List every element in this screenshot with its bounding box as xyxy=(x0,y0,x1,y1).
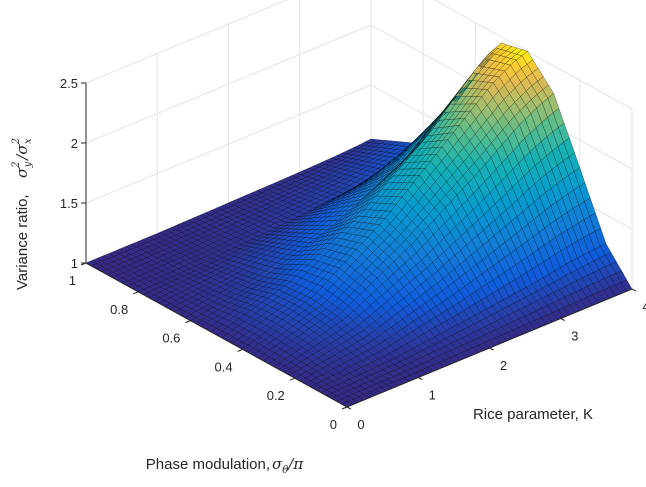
x-axis-label: Rice parameter, K xyxy=(473,406,593,423)
y-axis-label-math: σθ/π xyxy=(272,455,304,476)
y-tick-label: 0.2 xyxy=(267,388,285,403)
surface-mesh xyxy=(85,42,633,408)
z-tick-label: 2 xyxy=(71,136,78,151)
x-tick-label: 4 xyxy=(642,299,646,314)
y-tick-mark xyxy=(237,348,243,352)
z-tick-label: 1 xyxy=(71,256,78,271)
x-tick-mark xyxy=(418,377,423,380)
y-tick-label: 0.8 xyxy=(110,302,128,317)
z-axis-num-sup: 2 xyxy=(11,161,22,168)
grid-line xyxy=(433,0,633,110)
grid-line xyxy=(85,0,288,84)
z-tick-label: 1.5 xyxy=(60,196,78,211)
z-axis-den-symbol: σ xyxy=(13,144,31,155)
z-axis-den-sub: x xyxy=(23,138,34,144)
y-tick-mark xyxy=(289,377,295,381)
x-tick-mark xyxy=(489,347,494,351)
x-tick-mark xyxy=(346,406,352,410)
axes: 0 1 2 3 4 0 0.2 0.4 0.6 0.8 1 1 1.5 2 2.5 xyxy=(60,76,646,432)
y-tick-mark xyxy=(185,320,191,324)
x-tick-label: 0 xyxy=(357,417,364,432)
y-axis-symbol: σ xyxy=(272,455,283,473)
z-axis-den-sup: 2 xyxy=(11,138,22,145)
y-axis-subscript: θ xyxy=(282,465,288,476)
y-tick-mark xyxy=(133,291,139,295)
x-tick-label: 3 xyxy=(571,329,578,344)
y-tick-label: 0.6 xyxy=(162,331,180,346)
y-axis-line xyxy=(85,262,348,408)
grid-line xyxy=(85,24,372,144)
z-axis-label-math: σ2y/σ2x xyxy=(11,138,34,178)
y-tick-mark xyxy=(341,406,348,410)
z-tick-label: 2.5 xyxy=(60,76,78,91)
z-axis-num-symbol: σ xyxy=(13,167,31,178)
y-axis-suffix: /π xyxy=(286,455,304,473)
z-axis-num-sub: y xyxy=(23,161,34,168)
z-axis-label: Variance ratio, xyxy=(14,194,31,290)
x-tick-label: 1 xyxy=(429,388,436,403)
y-tick-label: 1 xyxy=(69,273,76,288)
x-tick-label: 2 xyxy=(500,358,507,373)
grid-line xyxy=(85,84,372,204)
y-tick-label: 0.4 xyxy=(215,359,233,374)
y-tick-label: 0 xyxy=(330,417,337,432)
y-axis-label: Phase modulation, xyxy=(146,456,270,473)
x-tick-mark xyxy=(560,318,565,321)
x-tick-mark xyxy=(631,288,637,292)
